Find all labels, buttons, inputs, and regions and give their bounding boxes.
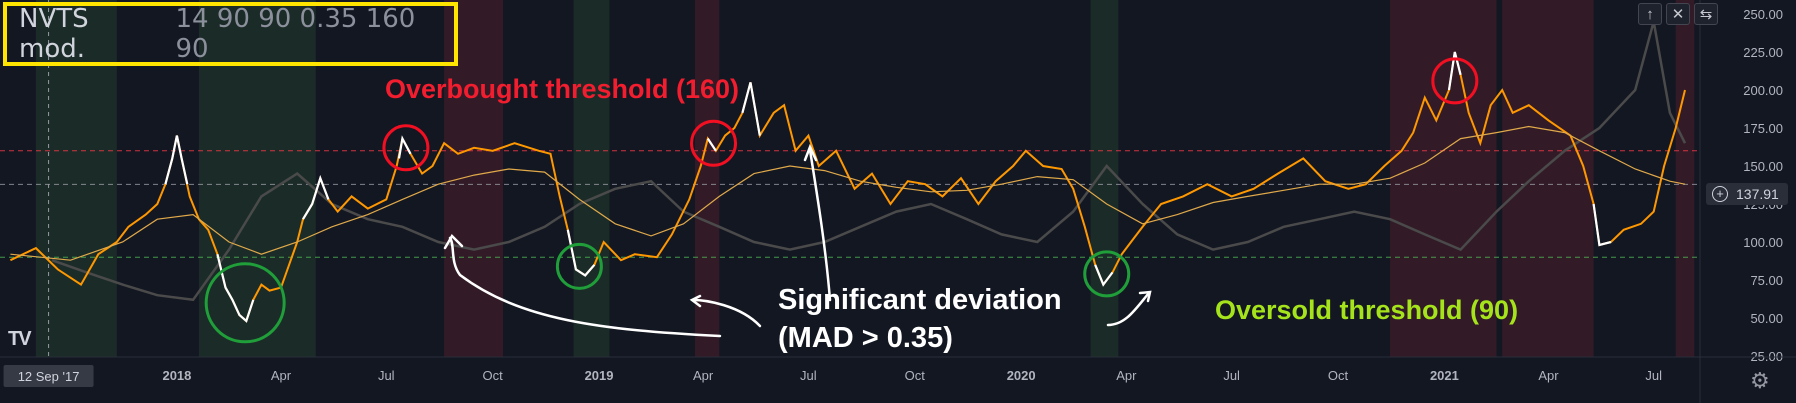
- x-tick-label: Oct: [905, 368, 926, 383]
- tradingview-logo[interactable]: TV: [8, 328, 32, 350]
- deviation-segment: [216, 253, 255, 323]
- crosshair-date-label: 12 Sep '17: [18, 369, 80, 384]
- x-tick-label: Jul: [1223, 368, 1240, 383]
- circle-overbought: [382, 124, 430, 172]
- shaded-region-oversold: [573, 0, 610, 357]
- y-tick-label: 200.00: [1743, 83, 1783, 98]
- annotation-arrow: [689, 294, 702, 308]
- deviation-segment: [397, 135, 412, 159]
- highlight-circles: [204, 57, 1479, 344]
- shaded-region-overbought: [1675, 0, 1695, 357]
- moving-average-line: [10, 125, 1686, 261]
- x-tick-label: 2020: [1007, 368, 1036, 383]
- x-tick-label: Apr: [271, 368, 292, 383]
- x-tick-label: 2021: [1430, 368, 1459, 383]
- price-axis[interactable]: 25.0050.0075.00100.00125.00150.00175.002…: [1699, 0, 1783, 403]
- indicator-legend[interactable]: NVTS mod. 14 90 90 0.35 160 90: [3, 2, 458, 66]
- close-button[interactable]: ✕: [1666, 3, 1690, 25]
- time-axis[interactable]: 2018 Apr Jul Oct 2019 Apr Jul Oct 2020 Apr Jul Oct 2…: [0, 356, 1796, 387]
- deviation-segment: [302, 174, 330, 220]
- oversold-annotation: Oversold threshold (90): [1215, 295, 1519, 325]
- deviation-annotation-line1: Significant deviation: [778, 284, 1062, 316]
- deviation-segment: [1592, 203, 1612, 247]
- threshold-lines: [0, 0, 1700, 357]
- x-tick-label: Apr: [693, 368, 714, 383]
- gear-icon[interactable]: ⚙: [1750, 368, 1770, 393]
- x-tick-label: Apr: [1116, 368, 1137, 383]
- deviation-segment: [706, 137, 717, 152]
- x-tick-label: 2019: [585, 368, 614, 383]
- circle-oversold: [1083, 250, 1131, 298]
- deviation-segment: [566, 229, 596, 277]
- series-group: [9, 21, 1687, 323]
- y-tick-label: 50.00: [1750, 311, 1783, 326]
- y-tick-label: 225.00: [1743, 45, 1783, 60]
- circle-overbought: [690, 119, 738, 167]
- y-tick-label: 175.00: [1743, 121, 1783, 136]
- shaded-region-overbought: [1390, 0, 1497, 357]
- x-tick-label: Oct: [1328, 368, 1349, 383]
- current-value-text: 137.91: [1736, 186, 1779, 202]
- maximize-button[interactable]: ⇆: [1694, 3, 1718, 25]
- y-tick-label: 250.00: [1743, 7, 1783, 22]
- annotation-arrow: [803, 143, 818, 162]
- add-icon[interactable]: +: [1712, 186, 1728, 202]
- y-tick-label: 75.00: [1750, 273, 1783, 288]
- x-tick-label: Oct: [483, 368, 504, 383]
- deviation-segment: [1094, 264, 1114, 287]
- circle-overbought: [1431, 57, 1479, 105]
- deviation-segment: [1447, 51, 1462, 91]
- collapse-button[interactable]: ↑: [1638, 3, 1662, 25]
- current-value-label: + 137.91: [1706, 183, 1788, 205]
- circle-oversold: [204, 262, 286, 344]
- x-tick-label: Jul: [800, 368, 817, 383]
- y-tick-label: 150.00: [1743, 159, 1783, 174]
- annotation-arrow: [692, 298, 762, 328]
- deviation-segment: [741, 82, 761, 136]
- annotation-arrow: [808, 148, 832, 302]
- deviation-annotation-line2: (MAD > 0.35): [778, 322, 953, 354]
- indicator-params: 14 90 90 0.35 160 90: [175, 4, 416, 64]
- crosshair-date-badge: [3, 365, 94, 387]
- threshold-shading: [35, 0, 1695, 357]
- indicator-name: NVTS mod.: [19, 4, 89, 64]
- shaded-region-oversold: [198, 0, 316, 357]
- x-tick-label: Jul: [1645, 368, 1662, 383]
- annotation-arrow: [443, 233, 464, 250]
- shaded-region-overbought: [444, 0, 504, 357]
- annotation-arrow: [1138, 290, 1152, 303]
- x-tick-label: Apr: [1538, 368, 1559, 383]
- deviation-segment: [164, 135, 189, 185]
- annotation-arrows: [443, 143, 1152, 338]
- y-tick-label: 100.00: [1743, 235, 1783, 250]
- x-tick-label: 2018: [162, 368, 191, 383]
- x-tick-label: Jul: [378, 368, 395, 383]
- annotation-arrow: [1106, 292, 1150, 327]
- circle-oversold: [555, 242, 603, 290]
- shaded-region-overbought: [1502, 0, 1594, 357]
- shaded-region-oversold: [1090, 0, 1119, 357]
- annotation-arrow: [448, 236, 722, 338]
- overbought-annotation: Overbought threshold (160): [385, 74, 740, 104]
- shaded-region-oversold: [35, 0, 117, 357]
